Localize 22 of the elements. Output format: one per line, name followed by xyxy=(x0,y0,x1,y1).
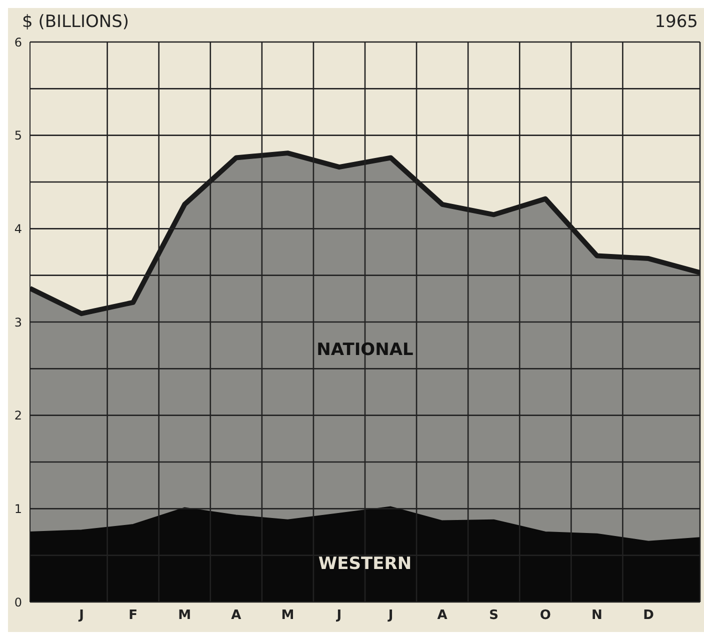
x-tick-label: F xyxy=(128,608,138,624)
x-tick-label: D xyxy=(643,608,654,624)
series-label: WESTERN xyxy=(318,554,412,574)
x-tick-label: J xyxy=(387,608,394,624)
x-tick-label: N xyxy=(591,608,602,624)
x-tick-label: A xyxy=(231,608,242,624)
y-tick-label: 5 xyxy=(14,128,22,143)
x-tick-label: A xyxy=(437,608,448,624)
y-tick-label: 0 xyxy=(14,595,22,610)
x-tick-label: O xyxy=(540,608,551,624)
y-tick-label: 3 xyxy=(14,315,22,330)
y-tick-label: 6 xyxy=(14,35,22,50)
x-tick-label: M xyxy=(178,608,192,624)
y-tick-label: 2 xyxy=(14,408,22,423)
x-tick-label: J xyxy=(336,608,342,624)
x-tick-label: J xyxy=(78,608,84,624)
y-axis-title: $ (BILLIONS) xyxy=(22,12,130,32)
chart-title: 1965 xyxy=(654,12,698,32)
y-tick-label: 1 xyxy=(14,502,22,516)
y-tick-label: 4 xyxy=(14,222,22,236)
x-tick-label: S xyxy=(489,608,499,624)
x-tick-label: M xyxy=(281,608,294,624)
